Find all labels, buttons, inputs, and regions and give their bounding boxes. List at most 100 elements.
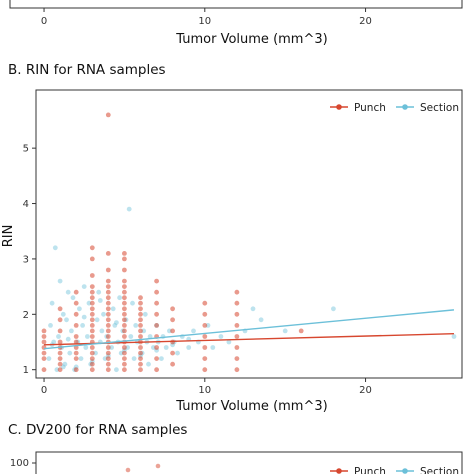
punch-point (73, 356, 79, 361)
punch-point (234, 289, 240, 295)
section-point (65, 289, 71, 295)
punch-point (57, 339, 63, 345)
section-point (49, 300, 55, 306)
punch-point (202, 300, 208, 306)
section-point (94, 317, 100, 323)
punch-point (154, 278, 160, 284)
punch-point (138, 311, 143, 317)
panel-c-legend-section-marker (402, 468, 408, 474)
punch-point (89, 295, 95, 301)
punch-point (105, 251, 111, 256)
punch-point (138, 323, 143, 328)
punch-point (122, 289, 127, 295)
punch-point (234, 367, 240, 373)
punch-point (105, 350, 111, 356)
panel-b-legend: Punch Section (330, 102, 459, 114)
section-point (186, 345, 192, 350)
section-point (218, 334, 224, 339)
punch-trend-line (44, 332, 454, 346)
panel-b-x-axis-title: Tumor Volume (mm^3) (175, 399, 327, 414)
punch-point (105, 295, 111, 301)
section-point (130, 300, 135, 306)
section-point (56, 334, 61, 339)
section-point (48, 323, 53, 328)
legend-punch-marker (336, 104, 342, 110)
punch-point (89, 367, 95, 373)
section-point (210, 345, 216, 350)
section-point (69, 328, 74, 334)
section-point (81, 314, 87, 320)
punch-point (89, 350, 95, 356)
section-point (78, 356, 84, 361)
punch-point (105, 334, 111, 339)
punch-point (89, 317, 95, 323)
punch-point (57, 367, 63, 373)
punch-point (154, 289, 160, 295)
legend-punch-label: Punch (354, 102, 386, 114)
punch-point (105, 289, 111, 295)
section-point (101, 311, 106, 317)
section-point (114, 320, 119, 325)
x-tick-label: 10 (198, 385, 211, 396)
section-point (81, 284, 87, 289)
section-point (83, 345, 89, 350)
punch-point (170, 328, 176, 334)
section-point (60, 364, 66, 370)
top-panel-x-tick-label: 20 (359, 16, 372, 27)
punch-point (154, 323, 160, 328)
punch-point (105, 306, 111, 312)
punch-point (41, 328, 47, 334)
section-point (191, 328, 196, 334)
panel-b-y-ticks: 1 2 3 4 5 (23, 144, 36, 376)
section-point (97, 298, 103, 303)
punch-point (138, 306, 143, 312)
punch-point (41, 356, 47, 361)
punch-point (105, 112, 111, 118)
x-tick-label: 20 (359, 385, 372, 396)
punch-point (122, 278, 127, 284)
punch-point (138, 356, 143, 361)
top-panel-x-tick-label: 10 (198, 16, 211, 27)
punch-point (105, 328, 111, 334)
section-point (67, 350, 73, 356)
section-point (131, 356, 137, 361)
punch-point (57, 356, 63, 361)
punch-point (89, 273, 95, 278)
section-point (85, 334, 90, 339)
panel-b-y-axis-title: RIN (1, 225, 16, 248)
punch-point (122, 251, 127, 256)
section-point (77, 306, 82, 312)
panel-c-legend: Punch Section (330, 466, 459, 474)
punch-point (122, 311, 127, 317)
punch-point (234, 356, 240, 361)
punch-point (41, 339, 47, 345)
punch-point (122, 267, 127, 273)
punch-point (57, 317, 63, 323)
punch-point (122, 367, 127, 373)
section-point (159, 356, 164, 361)
section-point (52, 245, 58, 251)
section-point (110, 306, 116, 312)
section-point (250, 306, 256, 312)
punch-point (138, 317, 143, 323)
punch-point (105, 367, 111, 373)
punch-point (234, 345, 240, 350)
punch-point (105, 361, 111, 367)
section-point (126, 206, 132, 212)
panel-c-points (125, 463, 161, 473)
punch-point (89, 289, 95, 295)
punch-point (122, 345, 127, 350)
punch-point (122, 317, 127, 323)
punch-point (89, 334, 95, 339)
punch-point (89, 245, 95, 251)
punch-point (89, 323, 95, 328)
punch-point (154, 367, 160, 373)
punch-point (89, 356, 95, 361)
punch-point (105, 345, 111, 350)
punch-point (41, 367, 47, 373)
section-point (226, 339, 232, 345)
punch-point (234, 334, 240, 339)
panel-c-legend-section-label: Section (420, 466, 459, 474)
punch-point (89, 311, 95, 317)
section-point (99, 328, 105, 334)
